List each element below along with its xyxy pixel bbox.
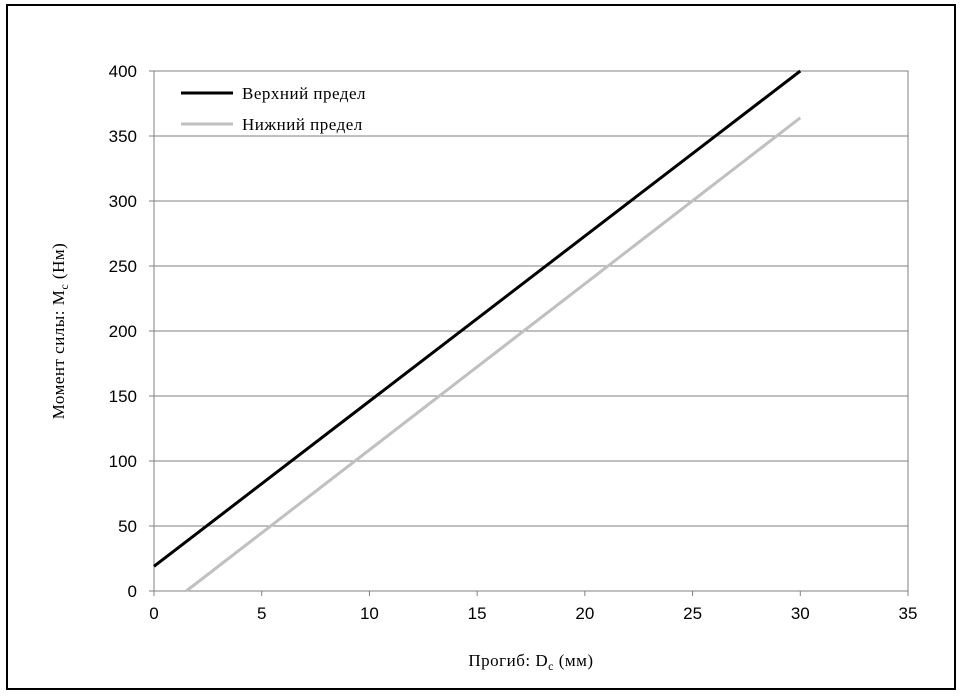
legend: Верхний предел Нижний предел: [181, 84, 366, 134]
y-tick-label: 350: [109, 127, 137, 146]
y-tick-label: 0: [128, 582, 137, 601]
x-tick-label: 20: [575, 604, 594, 623]
gridlines: [154, 70, 908, 592]
series-line-2: [185, 116, 802, 593]
series-group: [153, 69, 802, 593]
x-tick-label: 10: [360, 604, 379, 623]
x-axis-title: Прогиб: Dc (мм): [468, 651, 593, 673]
tick-labels: 0 50 100 150 200 250 300 350 400 0 5 10 15 20 25 30 35: [109, 62, 918, 623]
x-tick-label: 15: [468, 604, 487, 623]
y-tick-label: 150: [109, 387, 137, 406]
y-tick-label: 250: [109, 257, 137, 276]
y-tick-label: 50: [118, 517, 137, 536]
x-tick-label: 25: [683, 604, 702, 623]
legend-label-2: Нижний предел: [242, 115, 363, 134]
x-tick-label: 35: [899, 604, 918, 623]
legend-label-1: Верхний предел: [242, 84, 366, 103]
y-axis-title-sub: c: [57, 284, 71, 290]
x-tick-label: 30: [791, 604, 810, 623]
series-line-1: [153, 69, 802, 568]
y-tick-label: 300: [109, 192, 137, 211]
x-axis-title-main: Прогиб: D: [468, 651, 548, 670]
y-axis-title-main: Момент силы: M: [49, 290, 68, 420]
x-tick-label: 5: [257, 604, 266, 623]
y-tick-label: 100: [109, 452, 137, 471]
x-axis-title-rest: (мм): [554, 651, 594, 670]
x-tick-label: 0: [149, 604, 158, 623]
x-axis-title-sub: c: [548, 659, 554, 673]
y-tick-label: 200: [109, 322, 137, 341]
y-axis-title-rest: (Нм): [49, 243, 68, 284]
y-axis-title: Момент силы: Mc (Нм): [49, 243, 71, 420]
y-tick-label: 400: [109, 62, 137, 81]
